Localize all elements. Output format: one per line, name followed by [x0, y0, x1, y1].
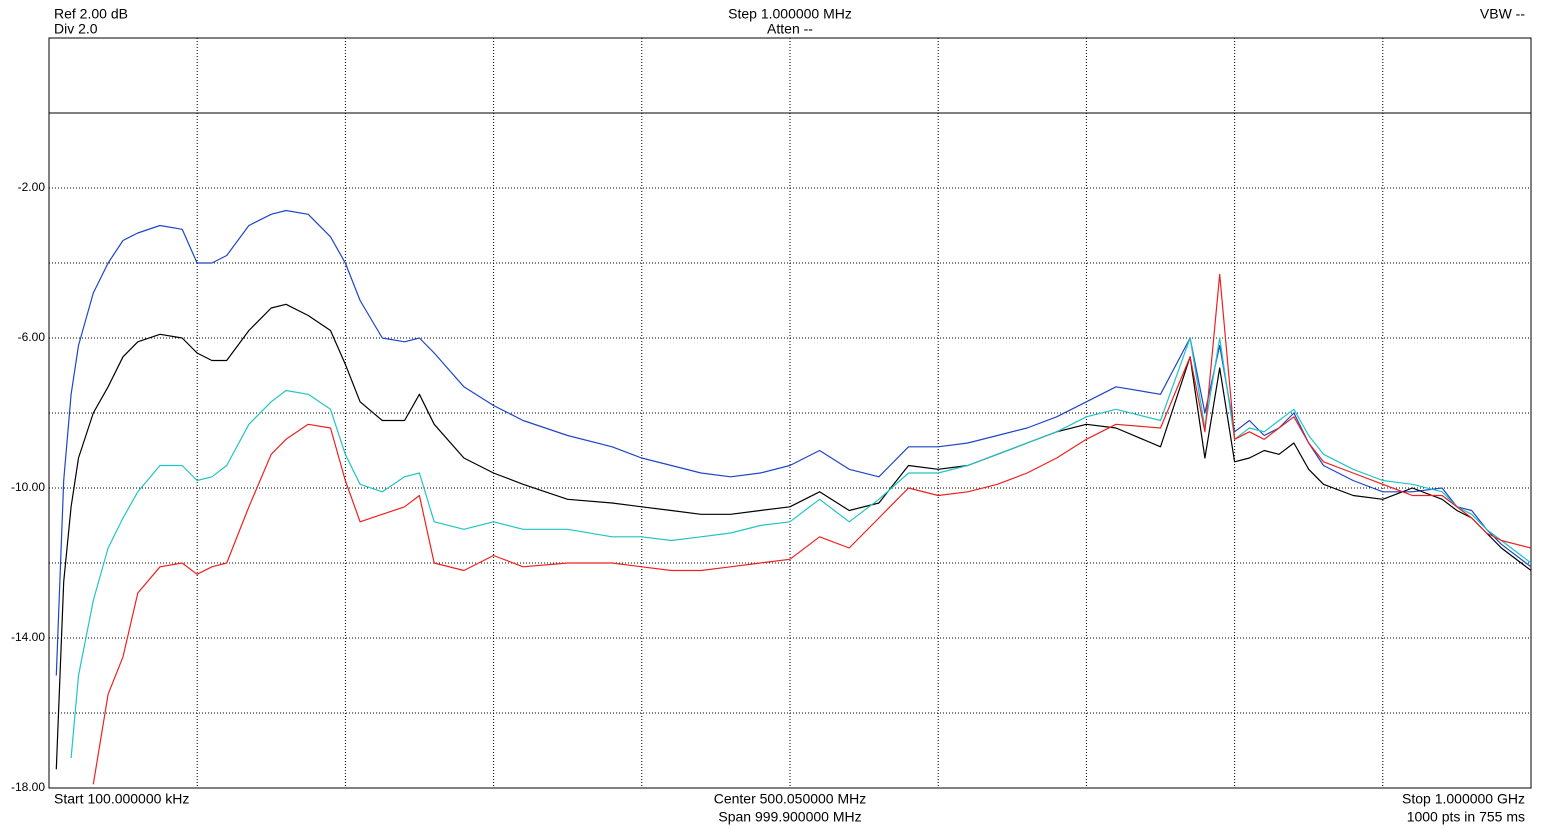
sweep-info: 1000 pts in 755 ms — [1407, 809, 1525, 825]
trace — [55, 209, 1532, 676]
y-tick-label: -2.00 — [18, 180, 46, 194]
y-tick-label: -6.00 — [18, 330, 46, 344]
span: Span 999.900000 MHz — [718, 809, 861, 825]
trace — [92, 273, 1532, 785]
vbw: VBW -- — [1480, 6, 1525, 22]
center-frequency: Center 500.050000 MHz — [714, 791, 867, 807]
y-tick-label: -18.00 — [11, 780, 45, 794]
step: Step 1.000000 MHz — [728, 6, 852, 22]
division: Div 2.0 — [54, 21, 98, 37]
stop-frequency: Stop 1.000000 GHz — [1402, 791, 1525, 807]
trace — [70, 337, 1532, 759]
start-frequency: Start 100.000000 kHz — [54, 791, 189, 807]
attenuation: Atten -- — [767, 21, 813, 37]
y-tick-label: -10.00 — [11, 480, 45, 494]
y-tick-label: -14.00 — [11, 630, 45, 644]
trace — [55, 303, 1532, 770]
ref-level: Ref 2.00 dB — [54, 6, 128, 22]
